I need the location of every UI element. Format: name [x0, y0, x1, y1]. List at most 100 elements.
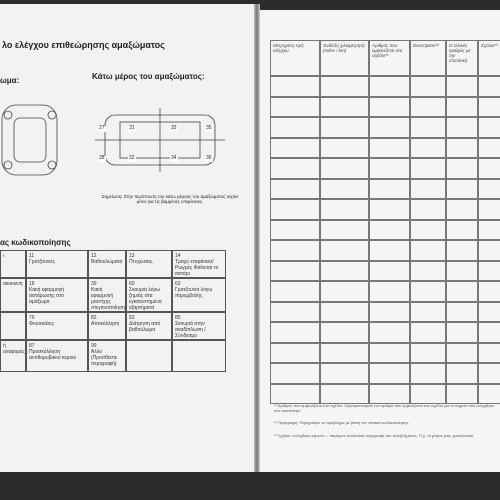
bottom-label: Κάτω μέρος του αμαξώματος: — [92, 72, 205, 81]
table-cell — [320, 76, 369, 97]
table-cell — [320, 301, 369, 322]
table-cell — [478, 117, 500, 138]
table-cell — [270, 76, 320, 97]
code-label: Σκουριά λόγω ζημιάς στα εγκατεστημένα εξ… — [129, 287, 162, 311]
diagram-number: 36 — [205, 155, 213, 162]
column-header: Ο τελικός αριθμός με την επιπλοκή — [446, 40, 478, 76]
table-cell — [320, 342, 369, 363]
table-cell — [270, 178, 320, 199]
table-cell — [410, 342, 446, 363]
code: 83 — [129, 315, 135, 321]
code: 11 — [29, 253, 35, 259]
table-cell — [410, 240, 446, 261]
table-cell — [446, 219, 478, 240]
table-cell: 11 Γρατζουνιές — [26, 250, 88, 278]
code-label: Γρατζουνιά λόγω παρεμβολής — [175, 287, 213, 299]
table-cell — [410, 322, 446, 343]
footnote: *² Περιγραφή: Περιγράψτε το πρόβλημα με … — [274, 420, 410, 426]
table-cell — [446, 383, 478, 404]
table-cell — [320, 178, 369, 199]
code: 14 — [175, 253, 181, 259]
table-cell: 79 Φουσκάλες — [26, 312, 88, 340]
left-page — [0, 4, 256, 472]
table-cell — [270, 137, 320, 158]
table-cell — [478, 322, 500, 343]
code: 99 — [91, 343, 97, 349]
table-cell — [270, 117, 320, 138]
table-cell — [446, 96, 478, 117]
table-cell — [369, 363, 410, 384]
code-label: Γρατζουνιές — [29, 259, 56, 265]
table-cell — [172, 340, 226, 372]
table-cell — [369, 199, 410, 220]
table-cell: ακοκκινη — [0, 278, 26, 312]
table-cell — [369, 178, 410, 199]
code-label: Κακή εφαρμογή μαστίχης στεγανοποίησης — [91, 287, 128, 311]
diagram-number: 34 — [170, 155, 178, 162]
table-cell — [410, 178, 446, 199]
table-cell: 16 Κακή εφαρμογή αστάρωσης στο αμάξωμα — [26, 278, 88, 312]
table-cell — [446, 260, 478, 281]
table-cell — [270, 199, 320, 220]
table-cell — [126, 340, 172, 372]
table-cell: 60 Σκουριά λόγω ζημιάς στα εγκατεστημένα … — [126, 278, 172, 312]
table-cell — [410, 363, 446, 384]
diagram-number: 35 — [205, 125, 213, 132]
table-cell — [270, 301, 320, 322]
table-cell — [410, 137, 446, 158]
table-cell — [410, 117, 446, 138]
table-cell — [320, 322, 369, 343]
table-cell — [369, 137, 410, 158]
table-cell — [478, 96, 500, 117]
note: Σημείωση: Στην περίπτωση του κάτω μέρους… — [101, 194, 239, 205]
table-cell — [270, 322, 320, 343]
table-cell — [410, 96, 446, 117]
table-cell — [320, 199, 369, 220]
table-cell — [478, 178, 500, 199]
table-cell — [270, 383, 320, 404]
table-cell — [446, 137, 478, 158]
table-cell — [478, 199, 500, 220]
table-cell — [320, 137, 369, 158]
table-cell — [270, 342, 320, 363]
table-cell — [369, 301, 410, 322]
code-label: Προσκόλληση αντιθορυβικού κεριού — [29, 349, 77, 361]
table-cell — [369, 383, 410, 404]
table-cell — [320, 363, 369, 384]
footnotes: *¹ Αριθμός που εμφανίζεται στο σχέδιο: Χ… — [274, 403, 498, 446]
table-cell — [320, 117, 369, 138]
code-label: Σκουριά στην αναδίπλωση / Σύνδεσμο — [175, 321, 206, 339]
table-cell — [320, 158, 369, 179]
table-cell — [320, 219, 369, 240]
footnote: *³ Σχόλια: «ελέχθηκε-κέρινο» – παρέχετε … — [274, 432, 474, 438]
table-cell — [320, 281, 369, 302]
table-cell — [270, 158, 320, 179]
table-cell — [369, 219, 410, 240]
column-header: Αριθμός που εμφανίζεται στο σχέδιο*¹ — [369, 40, 410, 76]
diagrams — [1, 104, 225, 176]
right-page — [259, 10, 500, 472]
column-header: Σχόλια*³ — [478, 40, 500, 76]
table-cell: 99 Άλλο (Προσθέστε περιγραφή) — [88, 340, 126, 372]
table-cell — [478, 260, 500, 281]
table-cell — [270, 240, 320, 261]
code: 87 — [29, 343, 35, 349]
table-cell — [320, 260, 369, 281]
code: 82 — [91, 315, 97, 321]
diagram-number: 33 — [170, 125, 178, 132]
code: 79 — [29, 315, 35, 321]
table-cell: 39 Κακή εφαρμογή μαστίχης στεγανοποίησης — [88, 278, 128, 312]
code: 62 — [175, 281, 181, 287]
column-header: Description*² — [410, 40, 446, 76]
table-cell: 82 Αποκόλληση — [88, 312, 126, 340]
table-cell — [369, 281, 410, 302]
table-cell — [446, 158, 478, 179]
table-cell — [478, 301, 500, 322]
code-label: Κακή εφαρμογή αστάρωσης στο αμάξωμα — [29, 287, 64, 305]
table-cell — [320, 240, 369, 261]
table-cell — [446, 76, 478, 97]
table-cell — [410, 281, 446, 302]
table-cell: ι — [0, 250, 26, 278]
table-cell — [478, 363, 500, 384]
